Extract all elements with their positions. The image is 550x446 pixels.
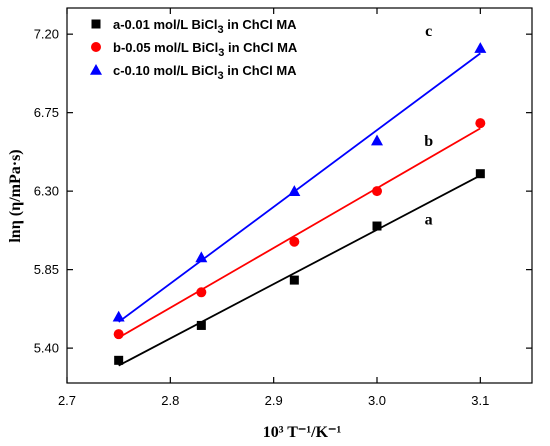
plot-frame: [66, 7, 533, 384]
legend-entry-c: c-0.10 mol/L BiCl3 in ChCl MA: [113, 63, 297, 82]
x-tick-label: 3.0: [368, 393, 386, 408]
legend-marker-a: [91, 19, 101, 29]
axis-ticks: 2.7 2.8 2.9 3.0 3.1 5.40 5.85 6.30 6.75 7.20: [34, 8, 532, 408]
y-tick-label: 7.20: [34, 27, 59, 42]
y-tick-label: 5.40: [34, 341, 59, 356]
y-tick-label: 5.85: [34, 262, 59, 277]
series-label-a: a: [425, 211, 433, 228]
data-point-c: [288, 185, 301, 196]
x-tick-label: 2.7: [58, 393, 76, 408]
fit-lines: [118, 52, 481, 367]
x-tick-label: 2.8: [161, 393, 179, 408]
legend-entry-a: a-0.01 mol/L BiCl3 in ChCl MA: [113, 17, 297, 36]
data-point-a: [289, 275, 299, 285]
data-point-c: [195, 251, 208, 263]
data-point-b: [113, 329, 124, 340]
data-point-a: [475, 169, 485, 179]
y-tick-label: 6.30: [34, 184, 59, 199]
legend-marker-b: [91, 42, 101, 52]
data-points: [112, 42, 487, 365]
legend: a-0.01 mol/L BiCl3 in ChCl MA b-0.05 mol/…: [90, 17, 298, 82]
fit-line-a: [118, 174, 481, 367]
data-point-b: [196, 287, 207, 298]
series-label-b: b: [424, 133, 433, 150]
data-point-c: [112, 310, 125, 322]
data-point-a: [114, 355, 124, 365]
series-label-c: c: [425, 23, 432, 40]
series-line-labels: a b c: [424, 23, 433, 228]
data-point-b: [475, 118, 486, 129]
x-tick-label: 2.9: [265, 393, 283, 408]
fit-line-b: [118, 127, 481, 339]
data-point-a: [196, 320, 206, 330]
x-axis-label: 10³ T⁻¹/K⁻¹: [263, 424, 342, 441]
y-tick-label: 6.75: [34, 105, 59, 120]
y-axis-label: lnη (η/mPa·s): [7, 149, 24, 242]
legend-entry-b: b-0.05 mol/L BiCl3 in ChCl MA: [113, 40, 298, 59]
data-point-c: [371, 134, 383, 146]
data-point-c: [474, 42, 487, 53]
x-tick-label: 3.1: [471, 393, 489, 408]
data-point-b: [289, 236, 300, 247]
data-point-b: [372, 186, 382, 197]
legend-marker-c: [90, 64, 102, 75]
data-point-a: [372, 221, 382, 231]
fit-line-c: [118, 52, 481, 323]
